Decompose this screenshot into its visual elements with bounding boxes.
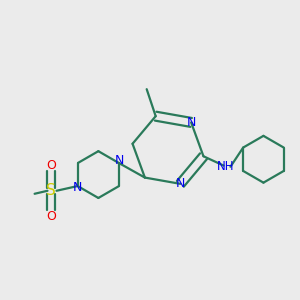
Text: N: N xyxy=(73,181,82,194)
Text: NH: NH xyxy=(217,160,235,173)
Text: O: O xyxy=(46,210,56,223)
Text: N: N xyxy=(187,116,196,129)
Text: N: N xyxy=(176,177,185,190)
Text: O: O xyxy=(46,159,56,172)
Text: N: N xyxy=(115,154,124,167)
Text: S: S xyxy=(46,183,56,198)
